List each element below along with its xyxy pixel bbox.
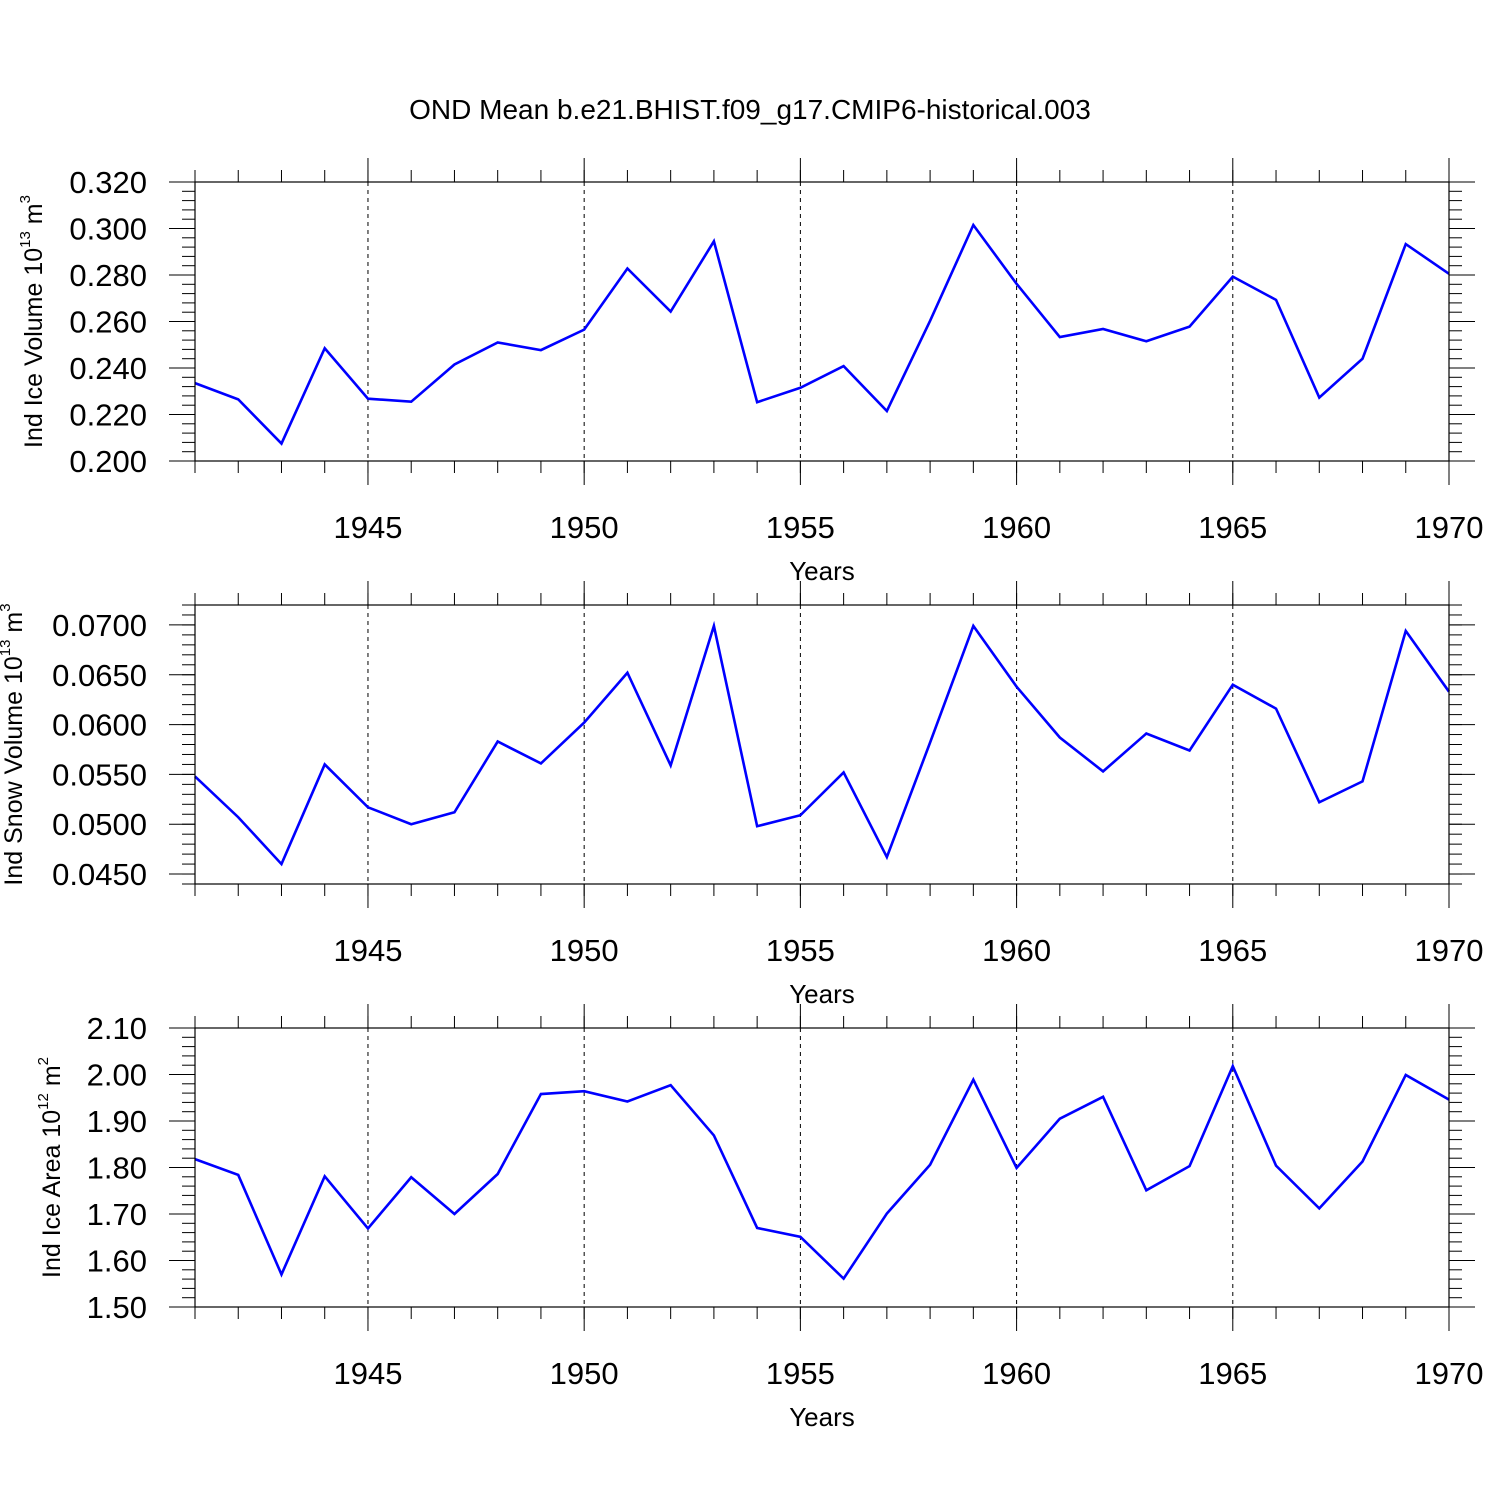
y-axis-label: Ind Ice Volume 1013 m3 xyxy=(17,195,48,448)
x-tick-label: 1955 xyxy=(766,1356,835,1391)
y-axis-label-text: Ind Ice Area 10 xyxy=(38,1110,66,1278)
y-axis-label-unit-exponent: 3 xyxy=(0,603,14,611)
x-tick-label: 1945 xyxy=(333,510,402,545)
x-tick-label: 1960 xyxy=(982,510,1051,545)
x-tick-label: 1955 xyxy=(766,933,835,968)
y-axis-label-exponent: 13 xyxy=(17,231,34,248)
x-tick-label: 1950 xyxy=(550,510,619,545)
y-tick-label: 1.80 xyxy=(87,1151,147,1186)
y-tick-label: 0.0600 xyxy=(52,708,147,743)
series-line xyxy=(194,222,1450,446)
y-tick-label: 0.220 xyxy=(69,398,147,433)
plot-frame xyxy=(194,181,1450,462)
x-tick-label: 1955 xyxy=(766,510,835,545)
y-tick-label: 0.260 xyxy=(69,305,147,340)
y-axis-label-unit: m xyxy=(0,612,28,640)
x-tick-label: 1950 xyxy=(550,1356,619,1391)
x-tick-label: 1970 xyxy=(1415,933,1484,968)
x-tick-label: 1970 xyxy=(1415,1356,1484,1391)
y-axis-label-unit: m xyxy=(20,203,48,231)
plot-frame xyxy=(194,1027,1450,1308)
series-line xyxy=(194,620,1451,867)
chart-title: OND Mean b.e21.BHIST.f09_g17.CMIP6-histo… xyxy=(409,94,1091,125)
plot-frame xyxy=(194,604,1450,885)
y-tick-label: 2.10 xyxy=(87,1011,147,1046)
y-axis-label: Ind Snow Volume 1013 m3 xyxy=(0,603,28,885)
y-tick-label: 0.0550 xyxy=(52,757,147,792)
y-tick-label: 0.0500 xyxy=(52,807,147,842)
panel-2: 0.0450 0.0500 0.0550 0.0600 0.0650 0.0700 1945… xyxy=(0,581,1483,1009)
y-axis-label-unit-exponent: 3 xyxy=(17,195,34,203)
x-axis-label: Years xyxy=(789,979,855,1009)
y-axis-label-text: Ind Snow Volume 10 xyxy=(0,656,28,885)
y-axis-label: Ind Ice Area 1012 m2 xyxy=(35,1057,66,1278)
y-tick-label: 0.0650 xyxy=(52,658,147,693)
y-tick-label: 2.00 xyxy=(87,1058,147,1093)
y-tick-label: 1.90 xyxy=(87,1104,147,1139)
y-axis-label-unit-exponent: 2 xyxy=(35,1057,52,1065)
series-line xyxy=(194,1062,1450,1281)
x-tick-label: 1970 xyxy=(1415,510,1484,545)
y-tick-label: 0.0450 xyxy=(52,857,147,892)
x-tick-label: 1950 xyxy=(550,933,619,968)
x-tick-label: 1945 xyxy=(333,933,402,968)
panel-1: 0.200 0.220 0.240 0.260 0.280 0.300 0.320 1945 1… xyxy=(17,158,1483,586)
y-axis-label-unit: m xyxy=(38,1065,66,1093)
x-tick-label: 1945 xyxy=(333,1356,402,1391)
x-tick-label: 1960 xyxy=(982,1356,1051,1391)
y-tick-label: 1.70 xyxy=(87,1197,147,1232)
y-tick-label: 0.320 xyxy=(69,165,147,200)
y-tick-label: 0.240 xyxy=(69,351,147,386)
x-axis-label: Years xyxy=(789,1402,855,1432)
x-tick-label: 1965 xyxy=(1198,1356,1267,1391)
x-tick-label: 1965 xyxy=(1198,933,1267,968)
y-tick-label: 0.200 xyxy=(69,444,147,479)
y-tick-label: 1.60 xyxy=(87,1244,147,1279)
y-tick-label: 0.300 xyxy=(69,212,147,247)
y-tick-label: 0.280 xyxy=(69,258,147,293)
y-tick-label: 0.0700 xyxy=(52,608,147,643)
y-tick-label: 1.50 xyxy=(87,1290,147,1325)
x-tick-label: 1960 xyxy=(982,933,1051,968)
x-axis-label: Years xyxy=(789,556,855,586)
panel-3: 1.50 1.60 1.70 1.80 1.90 2.00 2.10 1945 1950 1955… xyxy=(35,1004,1483,1432)
x-tick-label: 1965 xyxy=(1198,510,1267,545)
y-axis-label-exponent: 12 xyxy=(35,1093,52,1110)
y-axis-label-text: Ind Ice Volume 10 xyxy=(20,248,48,448)
y-axis-label-exponent: 13 xyxy=(0,640,14,657)
